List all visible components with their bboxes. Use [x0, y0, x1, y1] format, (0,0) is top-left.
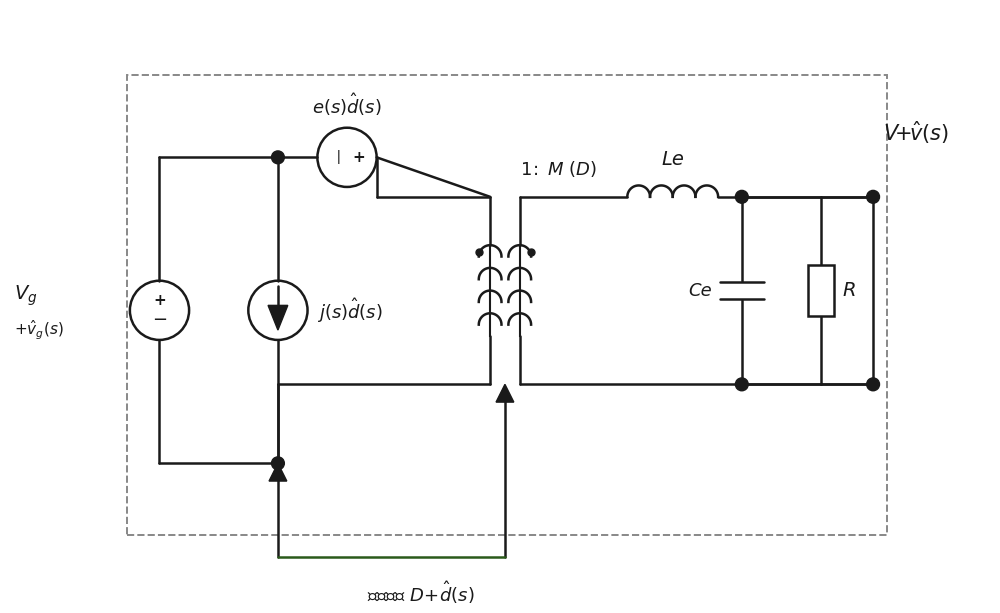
- Text: $1\!:\ M\ (D)$: $1\!:\ M\ (D)$: [520, 159, 597, 179]
- Circle shape: [735, 378, 748, 390]
- Circle shape: [272, 151, 284, 164]
- Circle shape: [735, 191, 748, 204]
- Text: $+\hat{v}_g(s)$: $+\hat{v}_g(s)$: [14, 318, 64, 342]
- Polygon shape: [268, 305, 288, 330]
- Text: R: R: [842, 281, 856, 300]
- Text: $j(s)\hat{d}(s)$: $j(s)\hat{d}(s)$: [317, 296, 383, 325]
- Bar: [808, 265, 834, 316]
- Text: +: +: [153, 293, 166, 308]
- Text: ❘: ❘: [332, 150, 344, 164]
- Circle shape: [867, 191, 879, 204]
- Text: 控制输入 $D\!+\!\hat{d}(s)$: 控制输入 $D\!+\!\hat{d}(s)$: [367, 579, 475, 606]
- Polygon shape: [269, 463, 287, 481]
- Bar: [127, 75, 887, 535]
- Polygon shape: [496, 384, 514, 402]
- Text: +: +: [352, 150, 365, 165]
- Text: Ce: Ce: [688, 281, 712, 300]
- Text: $e(s)\hat{d}(s)$: $e(s)\hat{d}(s)$: [312, 91, 382, 118]
- Text: $V\!\!+\!\!\hat{v}(s)$: $V\!\!+\!\!\hat{v}(s)$: [883, 120, 949, 146]
- Text: −: −: [152, 311, 167, 329]
- Circle shape: [867, 378, 879, 390]
- Text: $V_g$: $V_g$: [14, 283, 38, 308]
- Text: Le: Le: [661, 150, 684, 169]
- Circle shape: [272, 457, 284, 470]
